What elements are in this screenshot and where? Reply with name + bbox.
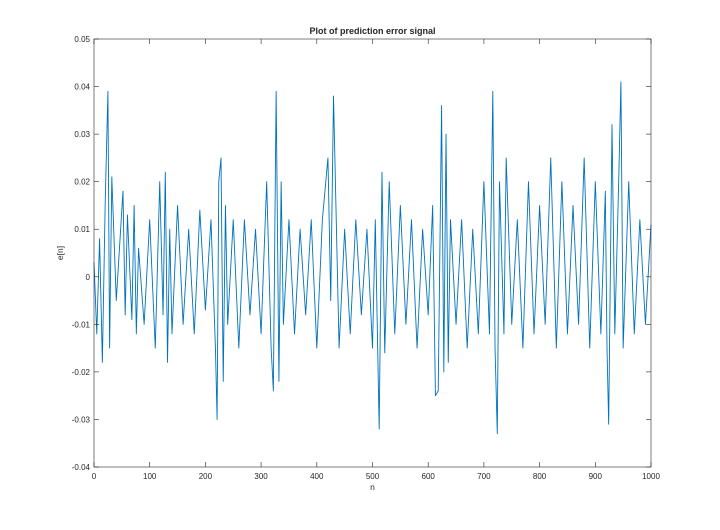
x-tick-label: 800 — [533, 472, 547, 481]
y-tick-label: 0.03 — [74, 130, 90, 139]
x-tick-label: 900 — [589, 472, 603, 481]
x-tick-label: 700 — [477, 472, 491, 481]
y-ticks: -0.04 -0.03 -0.02 -0.01 0 0.01 0.02 0.03 0.04 0.0… — [72, 35, 651, 472]
x-tick-label: 400 — [310, 472, 324, 481]
y-tick-label: -0.01 — [72, 320, 91, 329]
x-tick-label: 200 — [199, 472, 213, 481]
x-axis-label: n — [370, 482, 375, 492]
plot-area — [94, 39, 651, 467]
y-axis-label: e[n] — [55, 246, 65, 260]
series-line — [93, 81, 652, 435]
chart-title: Plot of prediction error signal — [309, 26, 435, 36]
y-tick-label: 0.05 — [74, 35, 90, 44]
y-tick-label: 0.02 — [74, 178, 90, 187]
y-tick-label: 0 — [86, 273, 91, 282]
x-tick-label: 0 — [92, 472, 97, 481]
x-tick-label: 1000 — [642, 472, 660, 481]
y-tick-label: 0.04 — [74, 83, 90, 92]
series-layer — [93, 81, 652, 435]
x-tick-label: 300 — [254, 472, 268, 481]
x-tick-label: 500 — [366, 472, 380, 481]
y-tick-label: -0.03 — [72, 415, 91, 424]
y-tick-label: -0.04 — [72, 463, 91, 472]
y-tick-label: 0.01 — [74, 225, 90, 234]
x-tick-label: 100 — [143, 472, 157, 481]
y-tick-label: -0.02 — [72, 368, 91, 377]
x-tick-label: 600 — [422, 472, 436, 481]
x-ticks: 0 100 200 300 400 500 600 700 800 900 1000 — [92, 39, 660, 481]
